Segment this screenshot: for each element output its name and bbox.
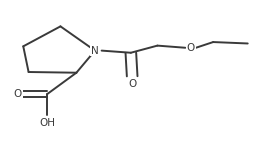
Text: N: N	[91, 46, 99, 56]
Text: O: O	[186, 43, 195, 53]
Text: O: O	[128, 79, 136, 89]
Text: O: O	[14, 89, 22, 99]
Text: OH: OH	[39, 118, 55, 128]
